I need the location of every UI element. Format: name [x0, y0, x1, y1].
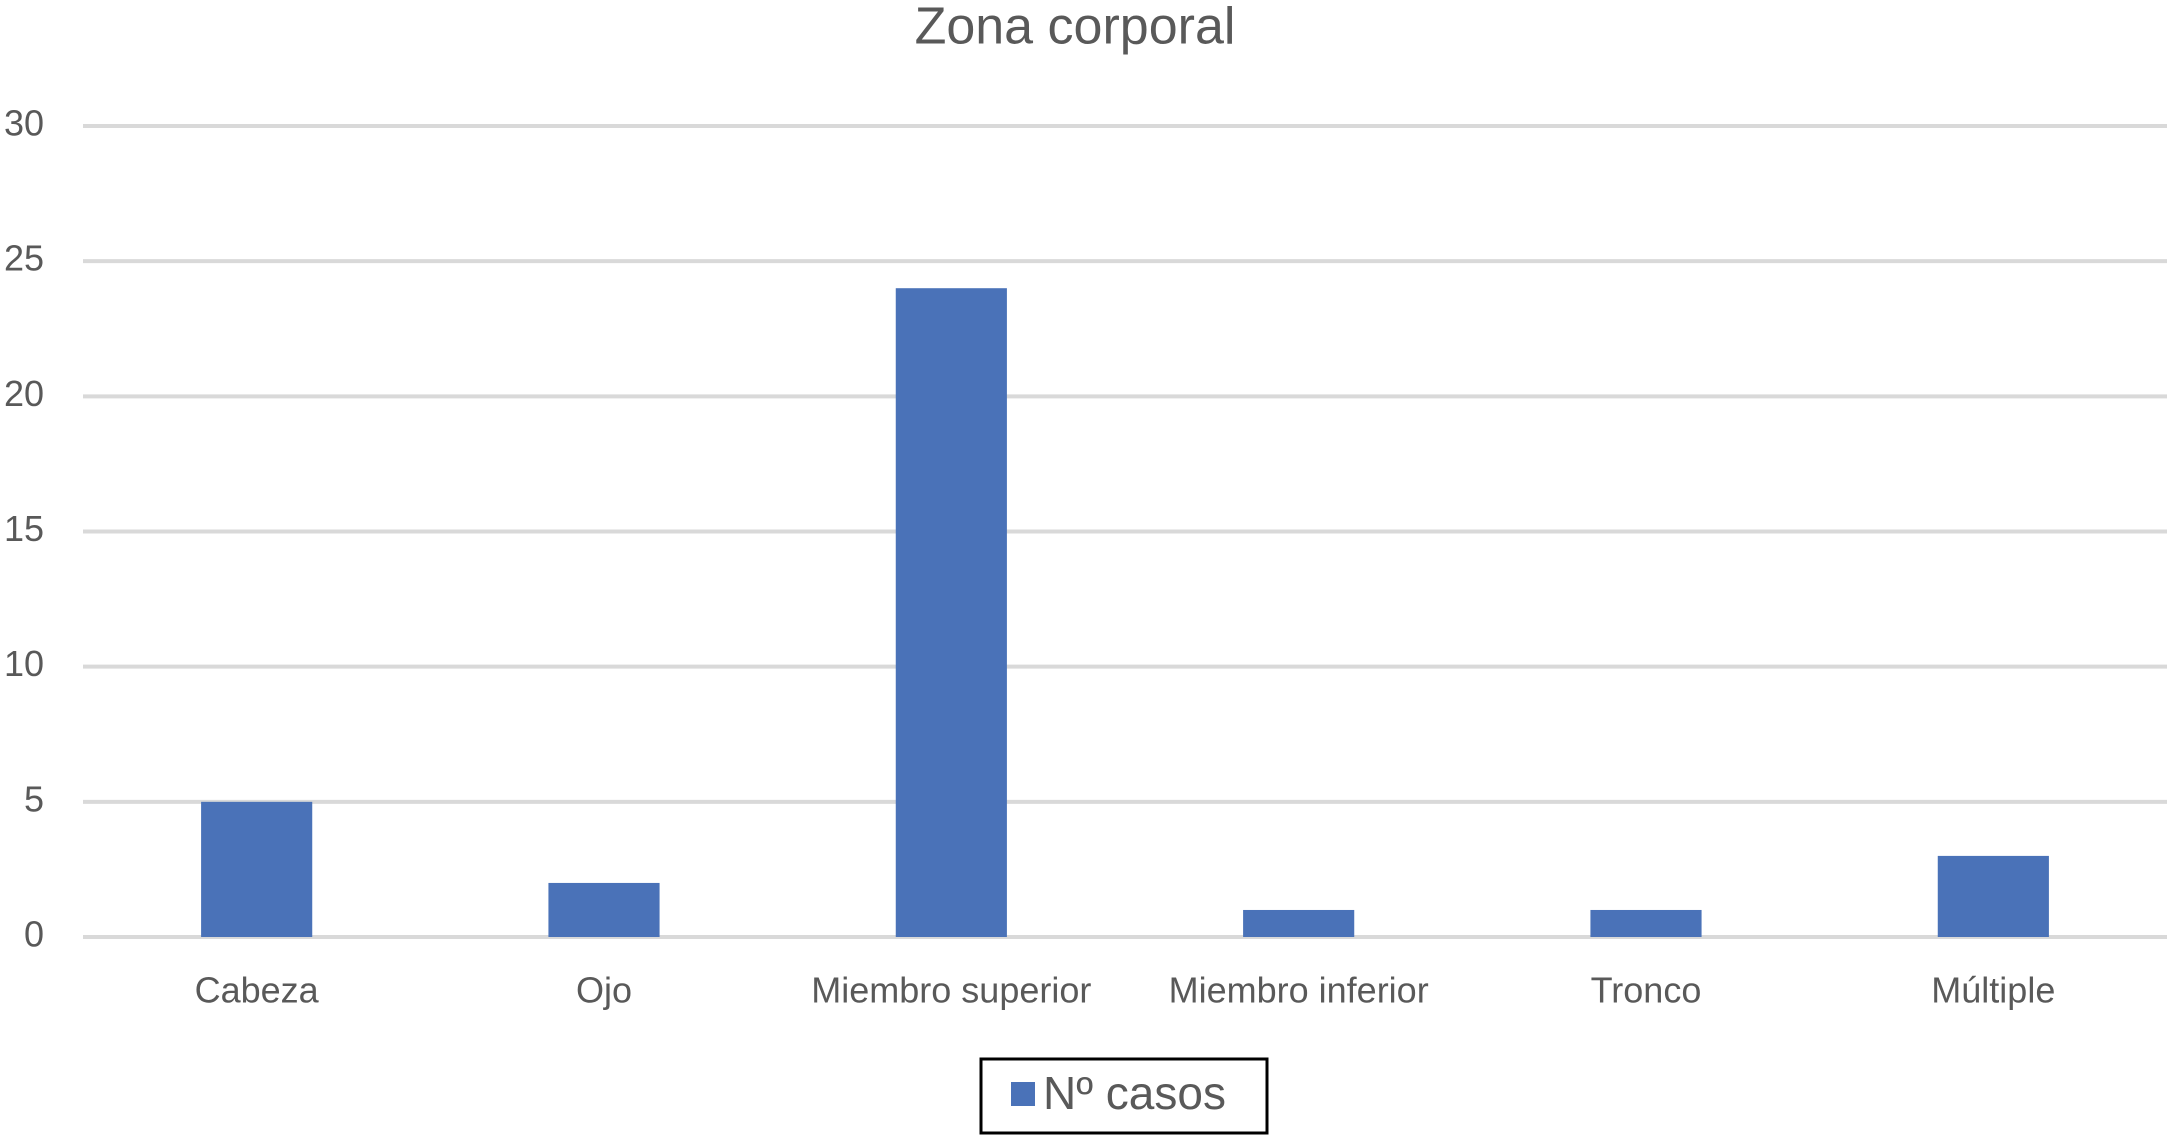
bar — [548, 882, 660, 937]
bar — [1590, 909, 1702, 937]
y-tick-label: 15 — [4, 508, 44, 549]
x-tick-label: Tronco — [1591, 970, 1702, 1011]
y-tick-label: 10 — [4, 643, 44, 684]
bar — [1243, 909, 1355, 937]
y-tick-label: 20 — [4, 373, 44, 414]
x-tick-label: Miembro superior — [811, 970, 1091, 1011]
x-tick-label: Múltiple — [1931, 970, 2055, 1011]
bar — [895, 288, 1007, 937]
chart-title: Zona corporal — [915, 0, 1236, 56]
x-tick-label: Miembro inferior — [1169, 970, 1429, 1011]
legend-box — [979, 1057, 1269, 1135]
y-tick-label: 0 — [24, 914, 44, 955]
y-tick-label: 5 — [24, 778, 44, 819]
y-tick-label: 30 — [4, 103, 44, 144]
y-tick-label: 25 — [4, 238, 44, 279]
x-tick-label: Ojo — [576, 970, 632, 1011]
bar — [201, 801, 313, 937]
x-tick-label: Cabeza — [195, 970, 320, 1011]
bar — [1937, 855, 2049, 937]
legend-label: Nº casos — [1043, 1067, 1226, 1119]
legend-swatch — [1011, 1082, 1035, 1106]
